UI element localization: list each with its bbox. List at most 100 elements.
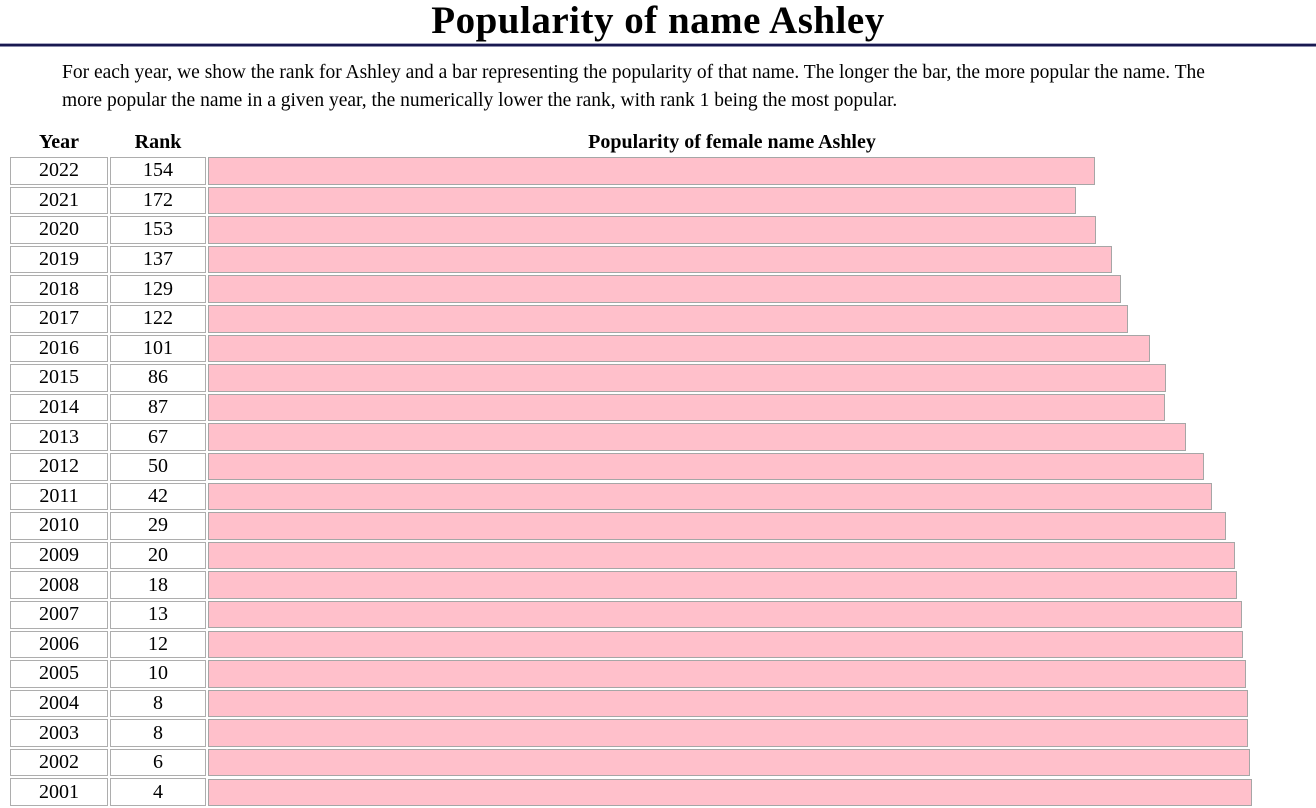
- year-cell: 2001: [10, 778, 108, 807]
- bar-cell: [208, 393, 1256, 422]
- rank-cell: 137: [110, 245, 206, 274]
- table-row: 2018 129: [10, 275, 1256, 303]
- popularity-bar: [208, 689, 1248, 718]
- year-cell: 2004: [10, 689, 108, 718]
- popularity-bar: [208, 719, 1248, 747]
- bar-cell: [208, 660, 1256, 688]
- col-header-year: Year: [39, 130, 79, 153]
- table-row: 2011 42: [10, 482, 1256, 511]
- col-header-rank: Rank: [134, 130, 182, 153]
- popularity-table: Year Rank Popularity of female name Ashl…: [8, 127, 1258, 808]
- year-cell: 2012: [10, 452, 108, 481]
- bar-cell: [208, 541, 1256, 570]
- popularity-bar: [208, 571, 1238, 599]
- year-cell: 2002: [10, 748, 108, 777]
- table-body: 2022 154 2021 172 2020 153 2019 137 2018…: [10, 157, 1256, 807]
- popularity-bar: [208, 186, 1076, 215]
- rank-cell: 86: [110, 364, 206, 392]
- bar-cell: [208, 719, 1256, 747]
- popularity-bar: [208, 748, 1250, 777]
- bar-cell: [208, 157, 1256, 185]
- table-row: 2013 67: [10, 423, 1256, 451]
- rank-cell: 87: [110, 393, 206, 422]
- table-row: 2017 122: [10, 304, 1256, 333]
- rank-cell: 18: [110, 571, 206, 599]
- rank-cell: 101: [110, 334, 206, 363]
- year-cell: 2018: [10, 275, 108, 303]
- bar-cell: [208, 275, 1256, 303]
- bar-cell: [208, 600, 1256, 629]
- bar-cell: [208, 423, 1256, 451]
- year-cell: 2011: [10, 482, 108, 511]
- table-row: 2006 12: [10, 630, 1256, 659]
- year-cell: 2022: [10, 157, 108, 185]
- year-cell: 2013: [10, 423, 108, 451]
- year-cell: 2010: [10, 512, 108, 540]
- year-cell: 2005: [10, 660, 108, 688]
- page-title: Popularity of name Ashley: [431, 0, 885, 42]
- col-header-popularity: Popularity of female name Ashley: [588, 130, 876, 153]
- bar-cell: [208, 364, 1256, 392]
- table-row: 2022 154: [10, 157, 1256, 185]
- table-row: 2020 153: [10, 216, 1256, 244]
- table-row: 2002 6: [10, 748, 1256, 777]
- year-cell: 2015: [10, 364, 108, 392]
- table-row: 2008 18: [10, 571, 1256, 599]
- popularity-bar: [208, 512, 1226, 540]
- year-cell: 2016: [10, 334, 108, 363]
- bar-cell: [208, 334, 1256, 363]
- table-row: 2015 86: [10, 364, 1256, 392]
- year-cell: 2017: [10, 304, 108, 333]
- bar-cell: [208, 571, 1256, 599]
- popularity-bar: [208, 541, 1236, 570]
- table-row: 2001 4: [10, 778, 1256, 807]
- rank-cell: 122: [110, 304, 206, 333]
- popularity-bar: [208, 660, 1246, 688]
- bar-cell: [208, 512, 1256, 540]
- bar-cell: [208, 245, 1256, 274]
- bar-cell: [208, 748, 1256, 777]
- rank-cell: 4: [110, 778, 206, 807]
- year-cell: 2008: [10, 571, 108, 599]
- rank-cell: 154: [110, 157, 206, 185]
- year-cell: 2003: [10, 719, 108, 747]
- bar-cell: [208, 186, 1256, 215]
- rank-cell: 172: [110, 186, 206, 215]
- rank-cell: 6: [110, 748, 206, 777]
- popularity-bar: [208, 452, 1204, 481]
- bar-cell: [208, 482, 1256, 511]
- popularity-bar: [208, 630, 1244, 659]
- table-row: 2010 29: [10, 512, 1256, 540]
- table-row: 2021 172: [10, 186, 1256, 215]
- rank-cell: 129: [110, 275, 206, 303]
- year-cell: 2014: [10, 393, 108, 422]
- description: For each year, we show the rank for Ashl…: [62, 62, 1205, 111]
- bar-cell: [208, 778, 1256, 807]
- rank-cell: 8: [110, 689, 206, 718]
- popularity-bar: [208, 305, 1129, 333]
- bar-cell: [208, 689, 1256, 718]
- popularity-bar: [208, 364, 1166, 392]
- rank-cell: 8: [110, 719, 206, 747]
- year-cell: 2009: [10, 541, 108, 570]
- year-cell: 2006: [10, 630, 108, 659]
- rank-cell: 20: [110, 541, 206, 570]
- title-divider: [0, 43, 1316, 47]
- year-cell: 2020: [10, 216, 108, 244]
- popularity-bar: [208, 778, 1252, 807]
- popularity-bar: [208, 245, 1113, 274]
- table-row: 2003 8: [10, 719, 1256, 747]
- rank-cell: 42: [110, 482, 206, 511]
- popularity-bar: [208, 216, 1096, 244]
- popularity-bar: [208, 600, 1243, 629]
- year-cell: 2007: [10, 600, 108, 629]
- rank-cell: 67: [110, 423, 206, 451]
- popularity-bar: [208, 393, 1165, 422]
- popularity-bar: [208, 482, 1212, 511]
- popularity-bar: [208, 423, 1186, 451]
- table-row: 2016 101: [10, 334, 1256, 363]
- bar-cell: [208, 305, 1256, 333]
- rank-cell: 29: [110, 512, 206, 540]
- rank-cell: 153: [110, 216, 206, 244]
- header-row: Year Rank Popularity of female name Ashl…: [10, 129, 1256, 155]
